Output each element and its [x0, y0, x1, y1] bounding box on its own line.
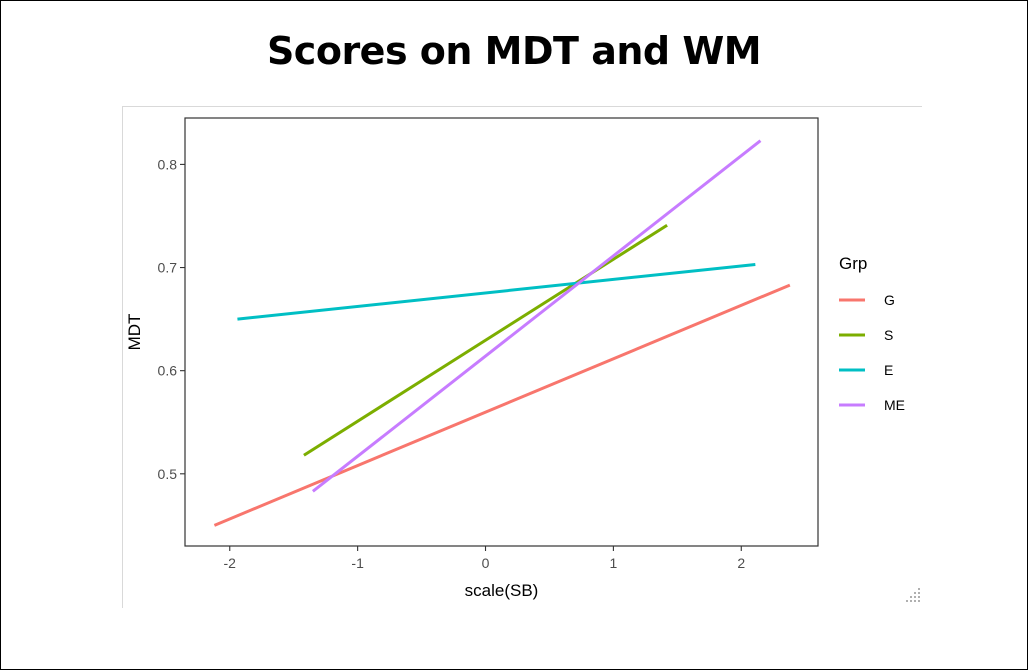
image-border-top	[122, 106, 922, 107]
slide-title: Scores on MDT and WM	[266, 29, 762, 73]
series-line-me	[311, 139, 762, 493]
x-axis-title: scale(SB)	[465, 581, 539, 600]
legend-label-g: G	[884, 292, 895, 308]
series-line-s	[303, 223, 668, 457]
x-tick-label: 1	[609, 555, 617, 571]
legend-label-me: ME	[884, 397, 905, 413]
series-line-g	[213, 283, 791, 527]
x-tick-label: -1	[351, 555, 364, 571]
y-tick-label: 0.5	[158, 466, 178, 482]
x-tick-label: 0	[482, 555, 490, 571]
legend-label-s: S	[884, 327, 893, 343]
image-border-left	[122, 106, 123, 608]
legend-label-e: E	[884, 362, 893, 378]
y-tick-label: 0.7	[158, 260, 178, 276]
legend-title: Grp	[839, 254, 867, 273]
legend: Grp G S E ME	[839, 254, 905, 413]
x-tick-label: 2	[737, 555, 745, 571]
y-tick-label: 0.8	[158, 156, 178, 172]
y-tick-label: 0.6	[158, 363, 178, 379]
y-axis-title: MDT	[125, 314, 144, 351]
x-tick-label: -2	[224, 555, 237, 571]
line-chart: -2 -1 0 1 2 0.5 0.6 0.7 0.8 scale(SB) MDT Grp G S E…	[125, 117, 905, 600]
series-line-e	[237, 262, 756, 321]
resize-grip-icon[interactable]	[902, 584, 922, 604]
plot-panel	[184, 117, 819, 547]
